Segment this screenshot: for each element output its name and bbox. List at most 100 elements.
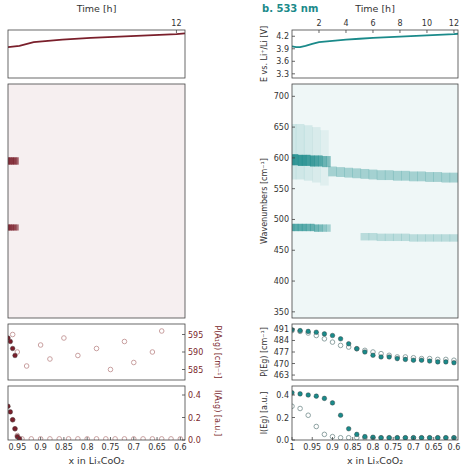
panel: 350400450500550600650700Wavenumbers [cm⁻…	[260, 84, 458, 318]
spectrum-cell	[361, 169, 370, 179]
x-tick	[393, 437, 394, 440]
spectrum-cell	[385, 170, 394, 180]
point	[178, 437, 183, 440]
y-tick-label: 470	[274, 360, 289, 369]
point	[395, 435, 400, 440]
x-tick	[372, 30, 373, 33]
data-group	[292, 124, 458, 242]
y-tick	[292, 281, 295, 282]
x-tick	[372, 437, 373, 440]
point	[57, 437, 62, 440]
point	[419, 435, 424, 440]
spectrum-cell	[302, 224, 307, 231]
panel: 463470477484491P(Eg) [cm⁻¹]	[260, 324, 458, 380]
spectrum-cell	[296, 124, 305, 179]
y-tick-label: 650	[274, 123, 289, 132]
y2-tick	[182, 395, 185, 396]
point	[104, 437, 109, 440]
x-tick-label: 0.6	[448, 443, 461, 452]
y-tick	[292, 73, 295, 74]
point	[13, 426, 18, 431]
point	[314, 394, 319, 399]
x-tick	[87, 437, 88, 440]
x-tick-label: 1	[289, 443, 294, 452]
chart-root: 12Time [h]585590595P(A₁g) [cm⁻¹]0.950.90…	[0, 0, 474, 474]
point	[363, 434, 368, 439]
x-tick-label: 2	[316, 19, 321, 28]
panel	[7, 84, 185, 318]
x-tick-label: 0.9	[34, 443, 47, 452]
spectrum-cell	[385, 234, 394, 241]
y-tick	[292, 417, 295, 418]
spectrum-cell	[310, 224, 315, 231]
point	[76, 353, 81, 358]
y-tick	[292, 440, 295, 441]
spectrum-cell	[344, 168, 353, 178]
spectrum-cell	[409, 234, 418, 241]
line	[292, 34, 458, 47]
y-tick-label: 450	[274, 246, 289, 255]
y2-tick-label: 585	[188, 366, 203, 375]
point	[427, 435, 432, 440]
point	[298, 392, 303, 397]
spectrum-cell	[16, 224, 19, 230]
y-tick	[292, 157, 295, 158]
x-tick-label: 0.95	[8, 443, 26, 452]
data-group	[292, 34, 458, 47]
spectrum-cell	[425, 172, 434, 182]
point	[444, 360, 449, 365]
panel: 24681012Time [h]b. 533 nm3.33.63.94.2E v…	[260, 3, 459, 82]
point	[159, 329, 164, 334]
x-tick-label: 0.65	[425, 443, 443, 452]
x-tick	[133, 437, 134, 440]
x-tick	[352, 437, 353, 440]
spectrum-cell	[294, 154, 299, 165]
x-tick	[453, 437, 454, 440]
x-tick-label: 0.75	[102, 443, 120, 452]
y-tick-label: 400	[274, 277, 289, 286]
panel: 0.950.90.850.80.750.70.650.6x in LiₓCoO₂…	[6, 386, 222, 466]
x-tick	[292, 437, 293, 440]
y-tick	[292, 395, 295, 396]
spectrum-cell	[442, 234, 451, 241]
spectrum-cell	[312, 127, 321, 182]
point	[29, 437, 34, 440]
spectrum-cell	[292, 124, 296, 179]
spectrum-cell	[294, 224, 299, 231]
point	[48, 357, 53, 362]
x-axis-title: x in LiₓCoO₂	[347, 455, 403, 466]
point	[38, 437, 43, 440]
y-tick-label: 550	[274, 185, 289, 194]
point	[169, 437, 174, 440]
point	[387, 435, 392, 440]
point	[306, 413, 311, 418]
y-tick-label: 3.6	[276, 57, 289, 66]
plot-frame	[8, 30, 185, 78]
point	[354, 346, 359, 351]
spectrum-cell	[369, 170, 378, 180]
x-tick	[312, 437, 313, 440]
panel-title: b. 533 nm	[262, 3, 318, 14]
point	[452, 360, 457, 365]
y2-tick	[182, 334, 185, 335]
plot-frame	[292, 30, 458, 78]
point	[371, 435, 376, 440]
point	[411, 435, 416, 440]
spectrum-cell	[16, 157, 19, 164]
x-tick-label: 8	[397, 19, 402, 28]
point	[338, 337, 343, 342]
spectrum-cell	[306, 155, 311, 166]
point	[346, 341, 351, 346]
point	[419, 435, 424, 440]
panel: 10.950.90.850.80.750.70.650.6x in LiₓCoO…	[260, 386, 460, 466]
point	[338, 435, 343, 440]
point	[346, 435, 351, 440]
point	[435, 435, 440, 440]
spectrum-cell	[433, 234, 442, 241]
point	[354, 346, 359, 351]
x-tick-label: 0.8	[367, 443, 380, 452]
point	[306, 329, 311, 334]
point	[322, 332, 327, 337]
x-tick	[180, 437, 181, 440]
point	[122, 339, 127, 344]
